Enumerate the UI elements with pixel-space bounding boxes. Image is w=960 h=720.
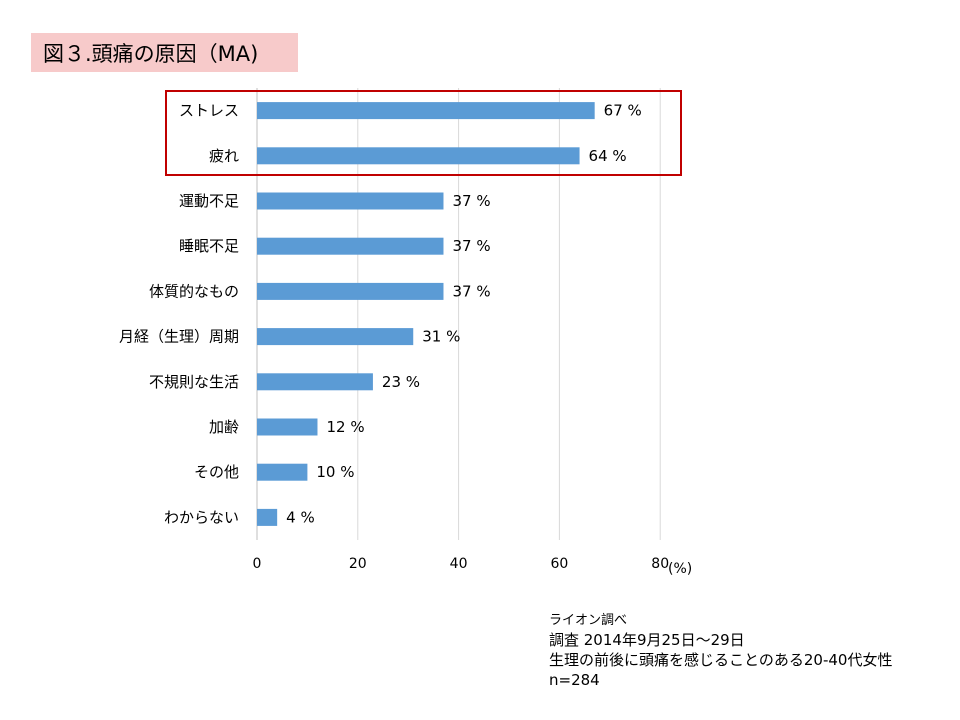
bar xyxy=(257,328,414,346)
data-label: 31 % xyxy=(422,328,460,346)
category-label: ストレス xyxy=(179,102,239,120)
category-label: わからない xyxy=(164,508,239,526)
category-label: 睡眠不足 xyxy=(179,237,239,255)
data-label: 23 % xyxy=(382,373,420,391)
x-tick-label: 80 xyxy=(651,556,669,572)
sample-size-note: n=284 xyxy=(549,671,600,689)
data-label: 4 % xyxy=(286,508,315,526)
x-axis-unit: (%) xyxy=(668,561,692,577)
data-labels: 67 % 64 % 37 % 37 % 37 % 31 % 23 % 12 % 10 % 4 % xyxy=(286,102,642,527)
data-label: 67 % xyxy=(604,102,642,120)
x-tick-label: 0 xyxy=(253,556,262,572)
bar xyxy=(257,147,580,165)
survey-target-note: 生理の前後に頭痛を感じることのある20-40代女性 xyxy=(549,651,893,669)
chart-title: 図３.頭痛の原因（MA) xyxy=(31,33,298,72)
data-label: 37 % xyxy=(452,237,490,255)
data-label: 37 % xyxy=(452,192,490,210)
bar xyxy=(257,373,373,391)
bar xyxy=(257,192,444,210)
survey-date-note: 調査 2014年9月25日～29日 xyxy=(549,631,745,649)
category-label: 体質的なもの xyxy=(149,282,239,300)
bar xyxy=(257,102,595,120)
bar xyxy=(257,463,308,481)
category-label: その他 xyxy=(194,463,239,481)
x-tick-labels: 0 20 40 60 80 xyxy=(253,556,670,572)
x-tick-label: 40 xyxy=(450,556,468,572)
highlight-box xyxy=(165,90,682,176)
data-label: 12 % xyxy=(326,418,364,436)
category-label: 不規則な生活 xyxy=(149,373,239,391)
survey-notes: ライオン調べ 調査 2014年9月25日～29日 生理の前後に頭痛を感じることの… xyxy=(549,611,892,690)
data-label: 37 % xyxy=(452,282,490,300)
category-label: 加齢 xyxy=(209,418,239,436)
category-label: 月経（生理）周期 xyxy=(119,328,239,346)
bar xyxy=(257,418,318,436)
bar-chart: 67 %64 %37 %37 %37 %31 %23 %12 %10 %4 % … xyxy=(119,88,692,577)
x-tick-label: 60 xyxy=(550,556,568,572)
bar xyxy=(257,237,444,255)
category-labels: ストレス疲れ運動不足睡眠不足体質的なもの月経（生理）周期不規則な生活加齢その他わ… xyxy=(119,102,239,527)
category-label: 疲れ xyxy=(209,147,239,165)
bars xyxy=(257,102,595,526)
data-label: 10 % xyxy=(316,463,354,481)
data-label: 64 % xyxy=(589,147,627,165)
x-tick-label: 20 xyxy=(349,556,367,572)
category-label: 運動不足 xyxy=(179,192,239,210)
bar xyxy=(257,282,444,300)
source-note: ライオン調べ xyxy=(549,613,628,628)
bar xyxy=(257,508,278,526)
